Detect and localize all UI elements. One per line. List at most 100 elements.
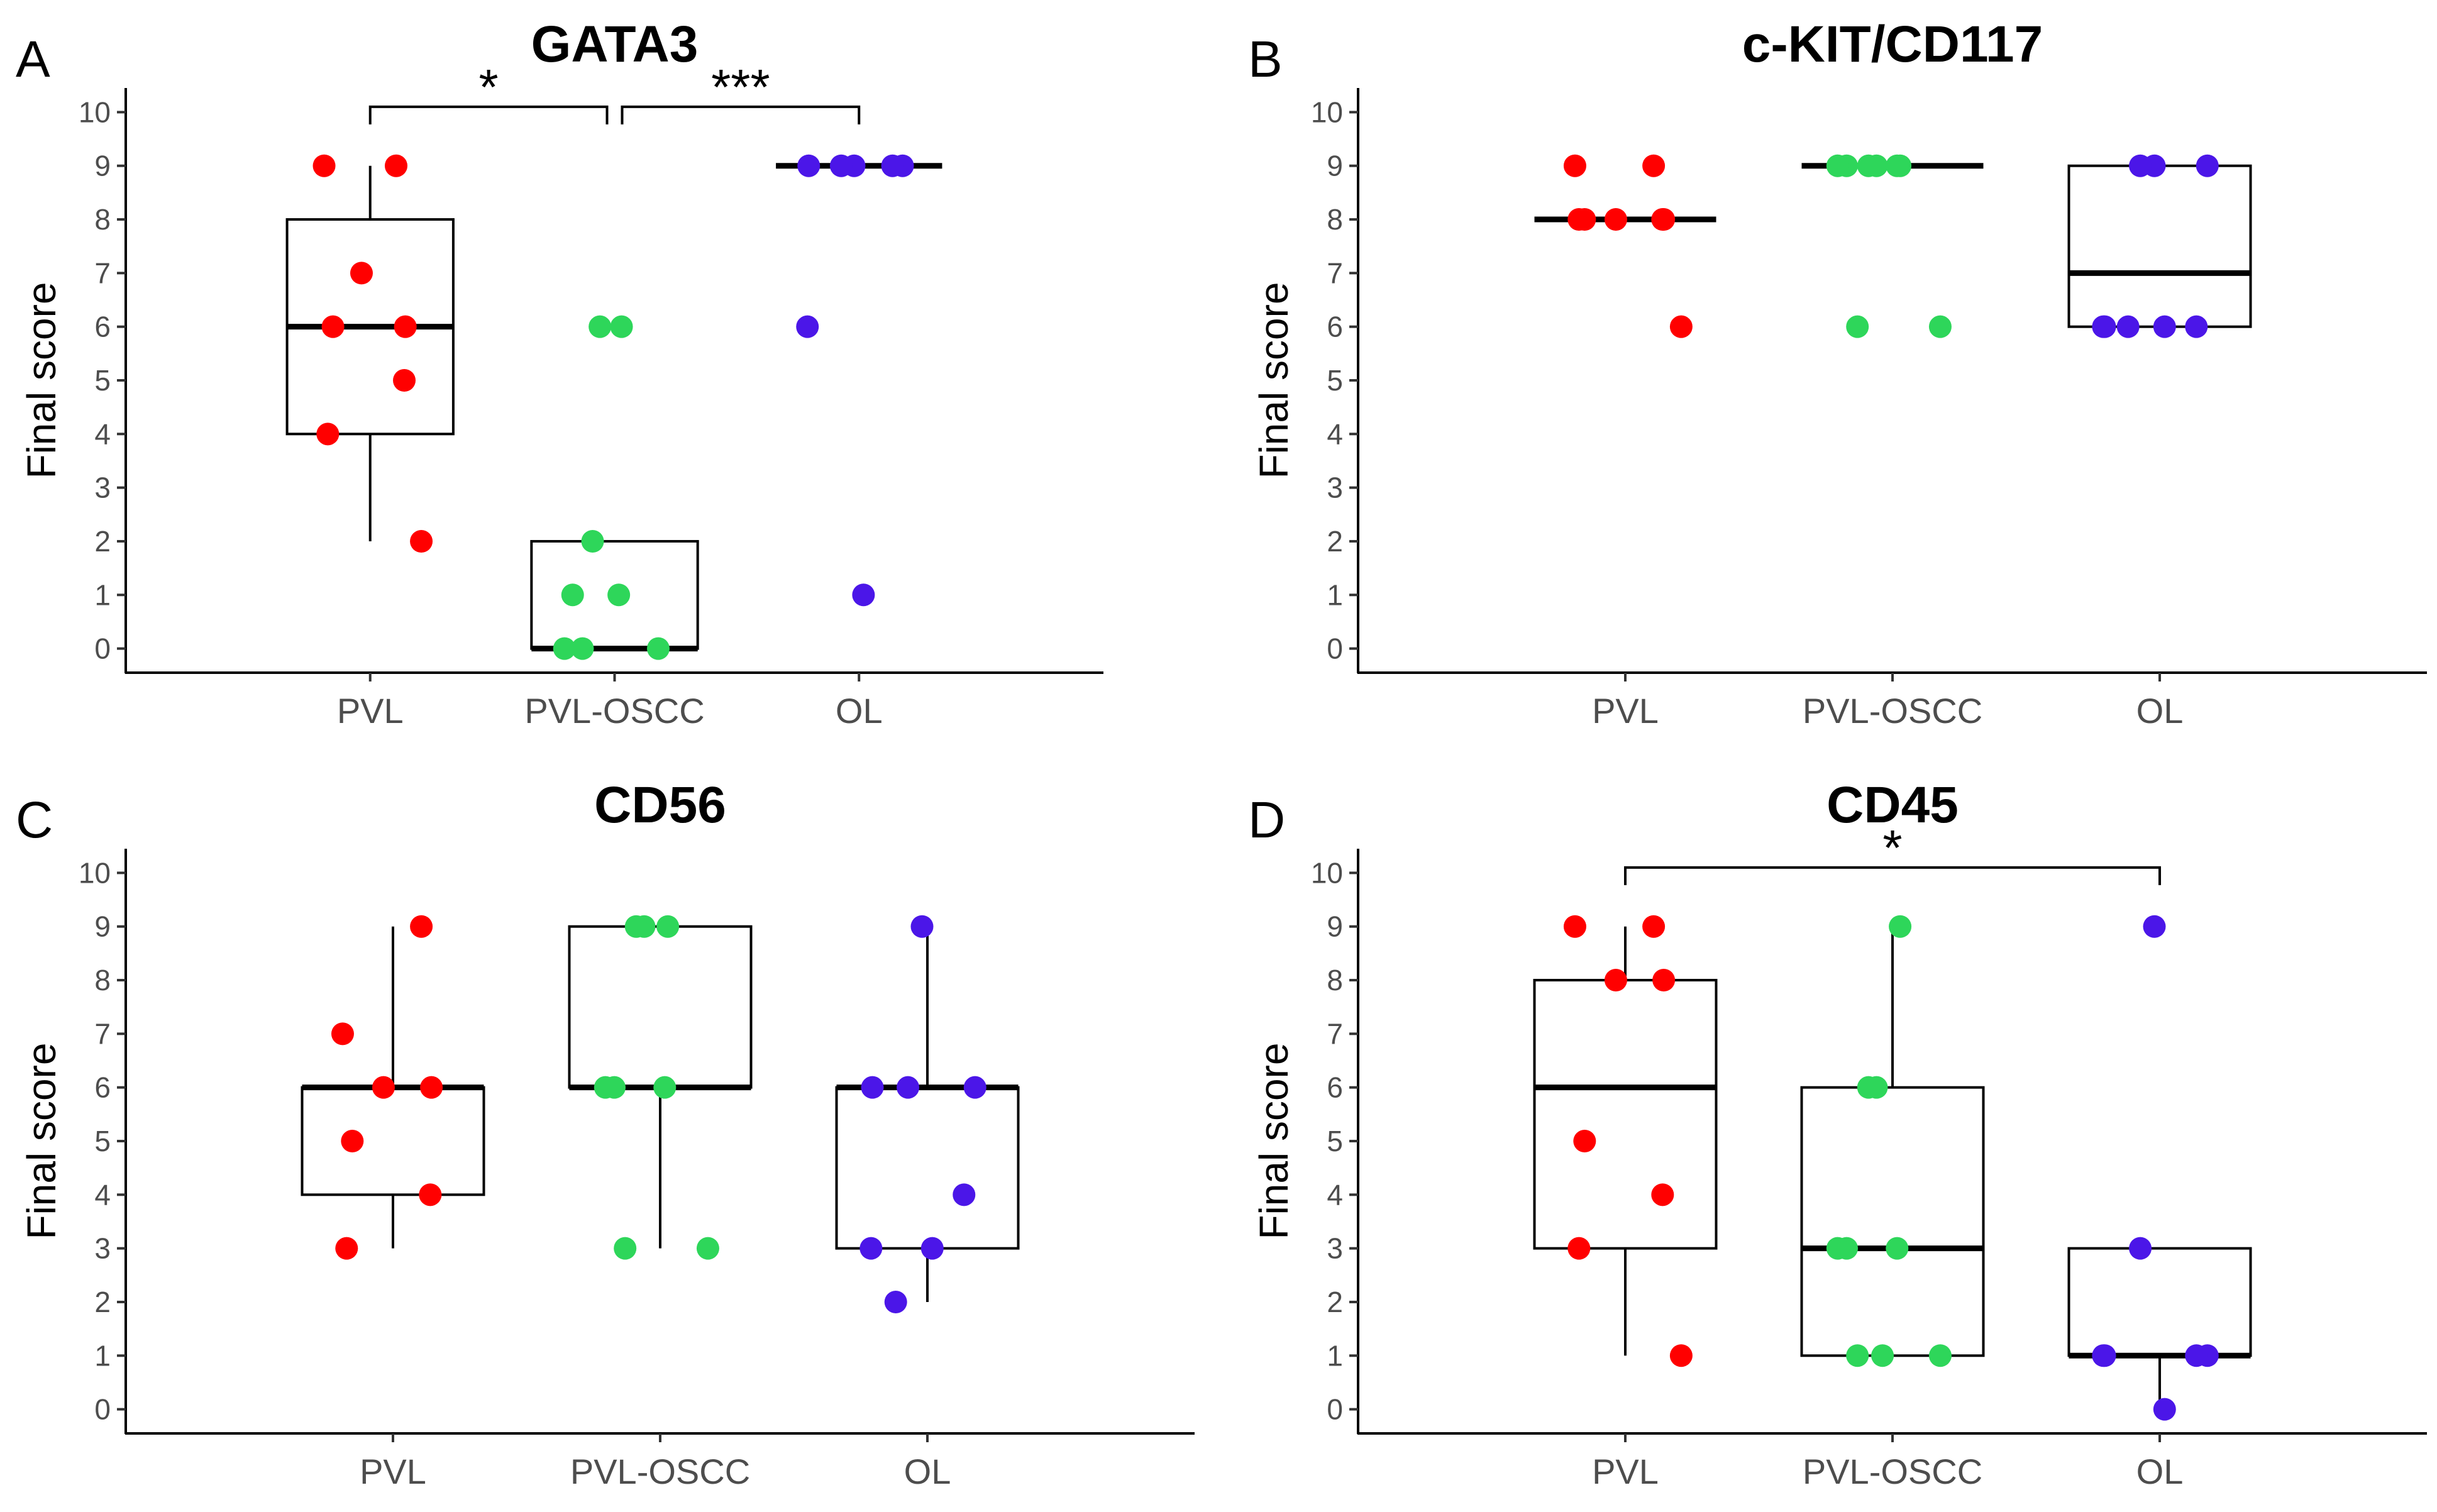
box-iqr: [2067, 1247, 2252, 1357]
x-tick-label: PVL-OSCC: [1803, 691, 1982, 731]
y-tick-label: 2: [1327, 525, 1343, 558]
data-point-pvl: [321, 315, 345, 338]
data-point-pvl-oscc: [1886, 1237, 1909, 1260]
x-tick-label: PVL: [1592, 691, 1659, 731]
data-point-pvl: [1642, 154, 1666, 177]
panel-a: A GATA3 Final score 0 1 2 3 4 5 6 7 8 9 10 PVL PVL-OSCC…: [16, 16, 1103, 731]
data-point-pvl-oscc: [607, 583, 631, 607]
data-point-pvl-oscc: [1889, 915, 1912, 938]
y-tick-label: 7: [1327, 257, 1343, 289]
y-tick-label: 10: [1311, 856, 1343, 889]
box-iqr: [2067, 164, 2252, 328]
y-tick-label: 1: [94, 578, 111, 611]
data-point-ol: [2092, 315, 2115, 338]
y-tick-label: 1: [1327, 1339, 1343, 1372]
y-axis-label: Final score: [19, 1043, 64, 1240]
y-tick-label: 2: [94, 525, 111, 558]
data-point-pvl-oscc: [594, 1076, 617, 1099]
data-point-pvl-oscc: [1886, 154, 1909, 177]
data-point-pvl: [1604, 208, 1627, 231]
x-tick-label: PVL-OSCC: [570, 1452, 750, 1491]
panel-c: C CD56 Final score 0 1 2 3 4 5 6 7 8 9 10 PVL PVL-OSCC O…: [16, 776, 1195, 1491]
data-point-pvl: [331, 1022, 354, 1046]
data-point-pvl-oscc: [1846, 1344, 1869, 1367]
data-point-ol: [2129, 1237, 2152, 1260]
data-point-ol: [920, 1237, 944, 1260]
box-ol: [2067, 164, 2252, 328]
data-point-pvl: [312, 154, 336, 177]
panel-letter: C: [16, 792, 53, 849]
y-tick-label: 9: [1327, 150, 1343, 182]
y-tick-label: 9: [1327, 910, 1343, 943]
y-tick-label: 9: [94, 150, 111, 182]
data-point-ol: [797, 154, 821, 177]
data-point-ol: [953, 1183, 976, 1206]
data-point-pvl: [393, 369, 416, 392]
data-point-pvl-oscc: [656, 915, 680, 938]
data-point-ol: [2185, 1344, 2208, 1367]
x-tick-label: PVL-OSCC: [524, 691, 704, 731]
data-point-ol: [884, 1290, 907, 1313]
data-point-pvl-oscc: [561, 583, 584, 607]
y-axis-label: Final score: [1251, 282, 1296, 479]
data-point-pvl-oscc: [1846, 315, 1869, 338]
y-tick-label: 5: [94, 364, 111, 397]
x-tick-label: PVL: [360, 1452, 426, 1491]
panel-letter: A: [16, 31, 50, 88]
data-point-pvl-oscc: [581, 529, 604, 553]
data-point-pvl: [420, 1076, 443, 1099]
y-tick-label: 5: [1327, 1125, 1343, 1157]
y-tick-label: 4: [94, 1178, 111, 1211]
data-point-ol: [2185, 315, 2208, 338]
significance-label: *: [1882, 820, 1902, 876]
data-point-pvl: [1669, 1344, 1693, 1367]
data-point-pvl: [1651, 208, 1674, 231]
data-point-ol: [796, 315, 819, 338]
y-tick-label: 3: [94, 1232, 111, 1265]
y-tick-label: 7: [1327, 1017, 1343, 1050]
box-iqr: [301, 1086, 485, 1196]
data-point-pvl: [335, 1237, 358, 1260]
data-point-pvl-oscc: [571, 637, 594, 660]
data-point-pvl: [1567, 1237, 1591, 1260]
data-point-pvl-oscc: [1826, 1237, 1849, 1260]
y-tick-label: 6: [1327, 311, 1343, 343]
chart-title: c-KIT/CD117: [1742, 16, 2043, 73]
y-tick-label: 3: [94, 472, 111, 504]
data-point-pvl: [1604, 969, 1627, 992]
data-point-ol: [2153, 1398, 2176, 1421]
panel-letter: B: [1248, 31, 1283, 88]
y-tick-label: 2: [1327, 1286, 1343, 1318]
data-point-pvl-oscc: [646, 637, 670, 660]
y-tick-label: 9: [94, 910, 111, 943]
y-tick-label: 4: [1327, 1178, 1343, 1211]
significance-bracket: [1624, 866, 2161, 885]
y-tick-label: 3: [1327, 1232, 1343, 1265]
data-point-pvl: [1563, 915, 1586, 938]
data-point-pvl-oscc: [696, 1237, 719, 1260]
data-point-ol: [897, 1076, 920, 1099]
data-point-ol: [910, 915, 934, 938]
data-point-pvl: [410, 529, 433, 553]
chart-title: GATA3: [531, 16, 699, 73]
data-point-pvl-oscc: [1871, 1344, 1894, 1367]
y-tick-label: 4: [94, 417, 111, 450]
y-tick-label: 6: [94, 1071, 111, 1104]
y-tick-label: 2: [94, 1286, 111, 1318]
y-tick-label: 8: [1327, 964, 1343, 996]
significance-bracket: [621, 105, 861, 124]
y-tick-label: 0: [94, 632, 111, 665]
y-tick-label: 3: [1327, 472, 1343, 504]
y-tick-label: 6: [94, 311, 111, 343]
data-point-pvl-oscc: [610, 315, 633, 338]
y-tick-label: 6: [1327, 1071, 1343, 1104]
box-iqr: [568, 925, 753, 1089]
chart-title: CD56: [594, 776, 726, 834]
box-pvl-oscc: [1800, 926, 1985, 1357]
data-point-ol: [2153, 315, 2176, 338]
data-point-pvl: [1563, 154, 1586, 177]
x-tick-label: OL: [2136, 691, 2184, 731]
y-tick-label: 5: [94, 1125, 111, 1157]
